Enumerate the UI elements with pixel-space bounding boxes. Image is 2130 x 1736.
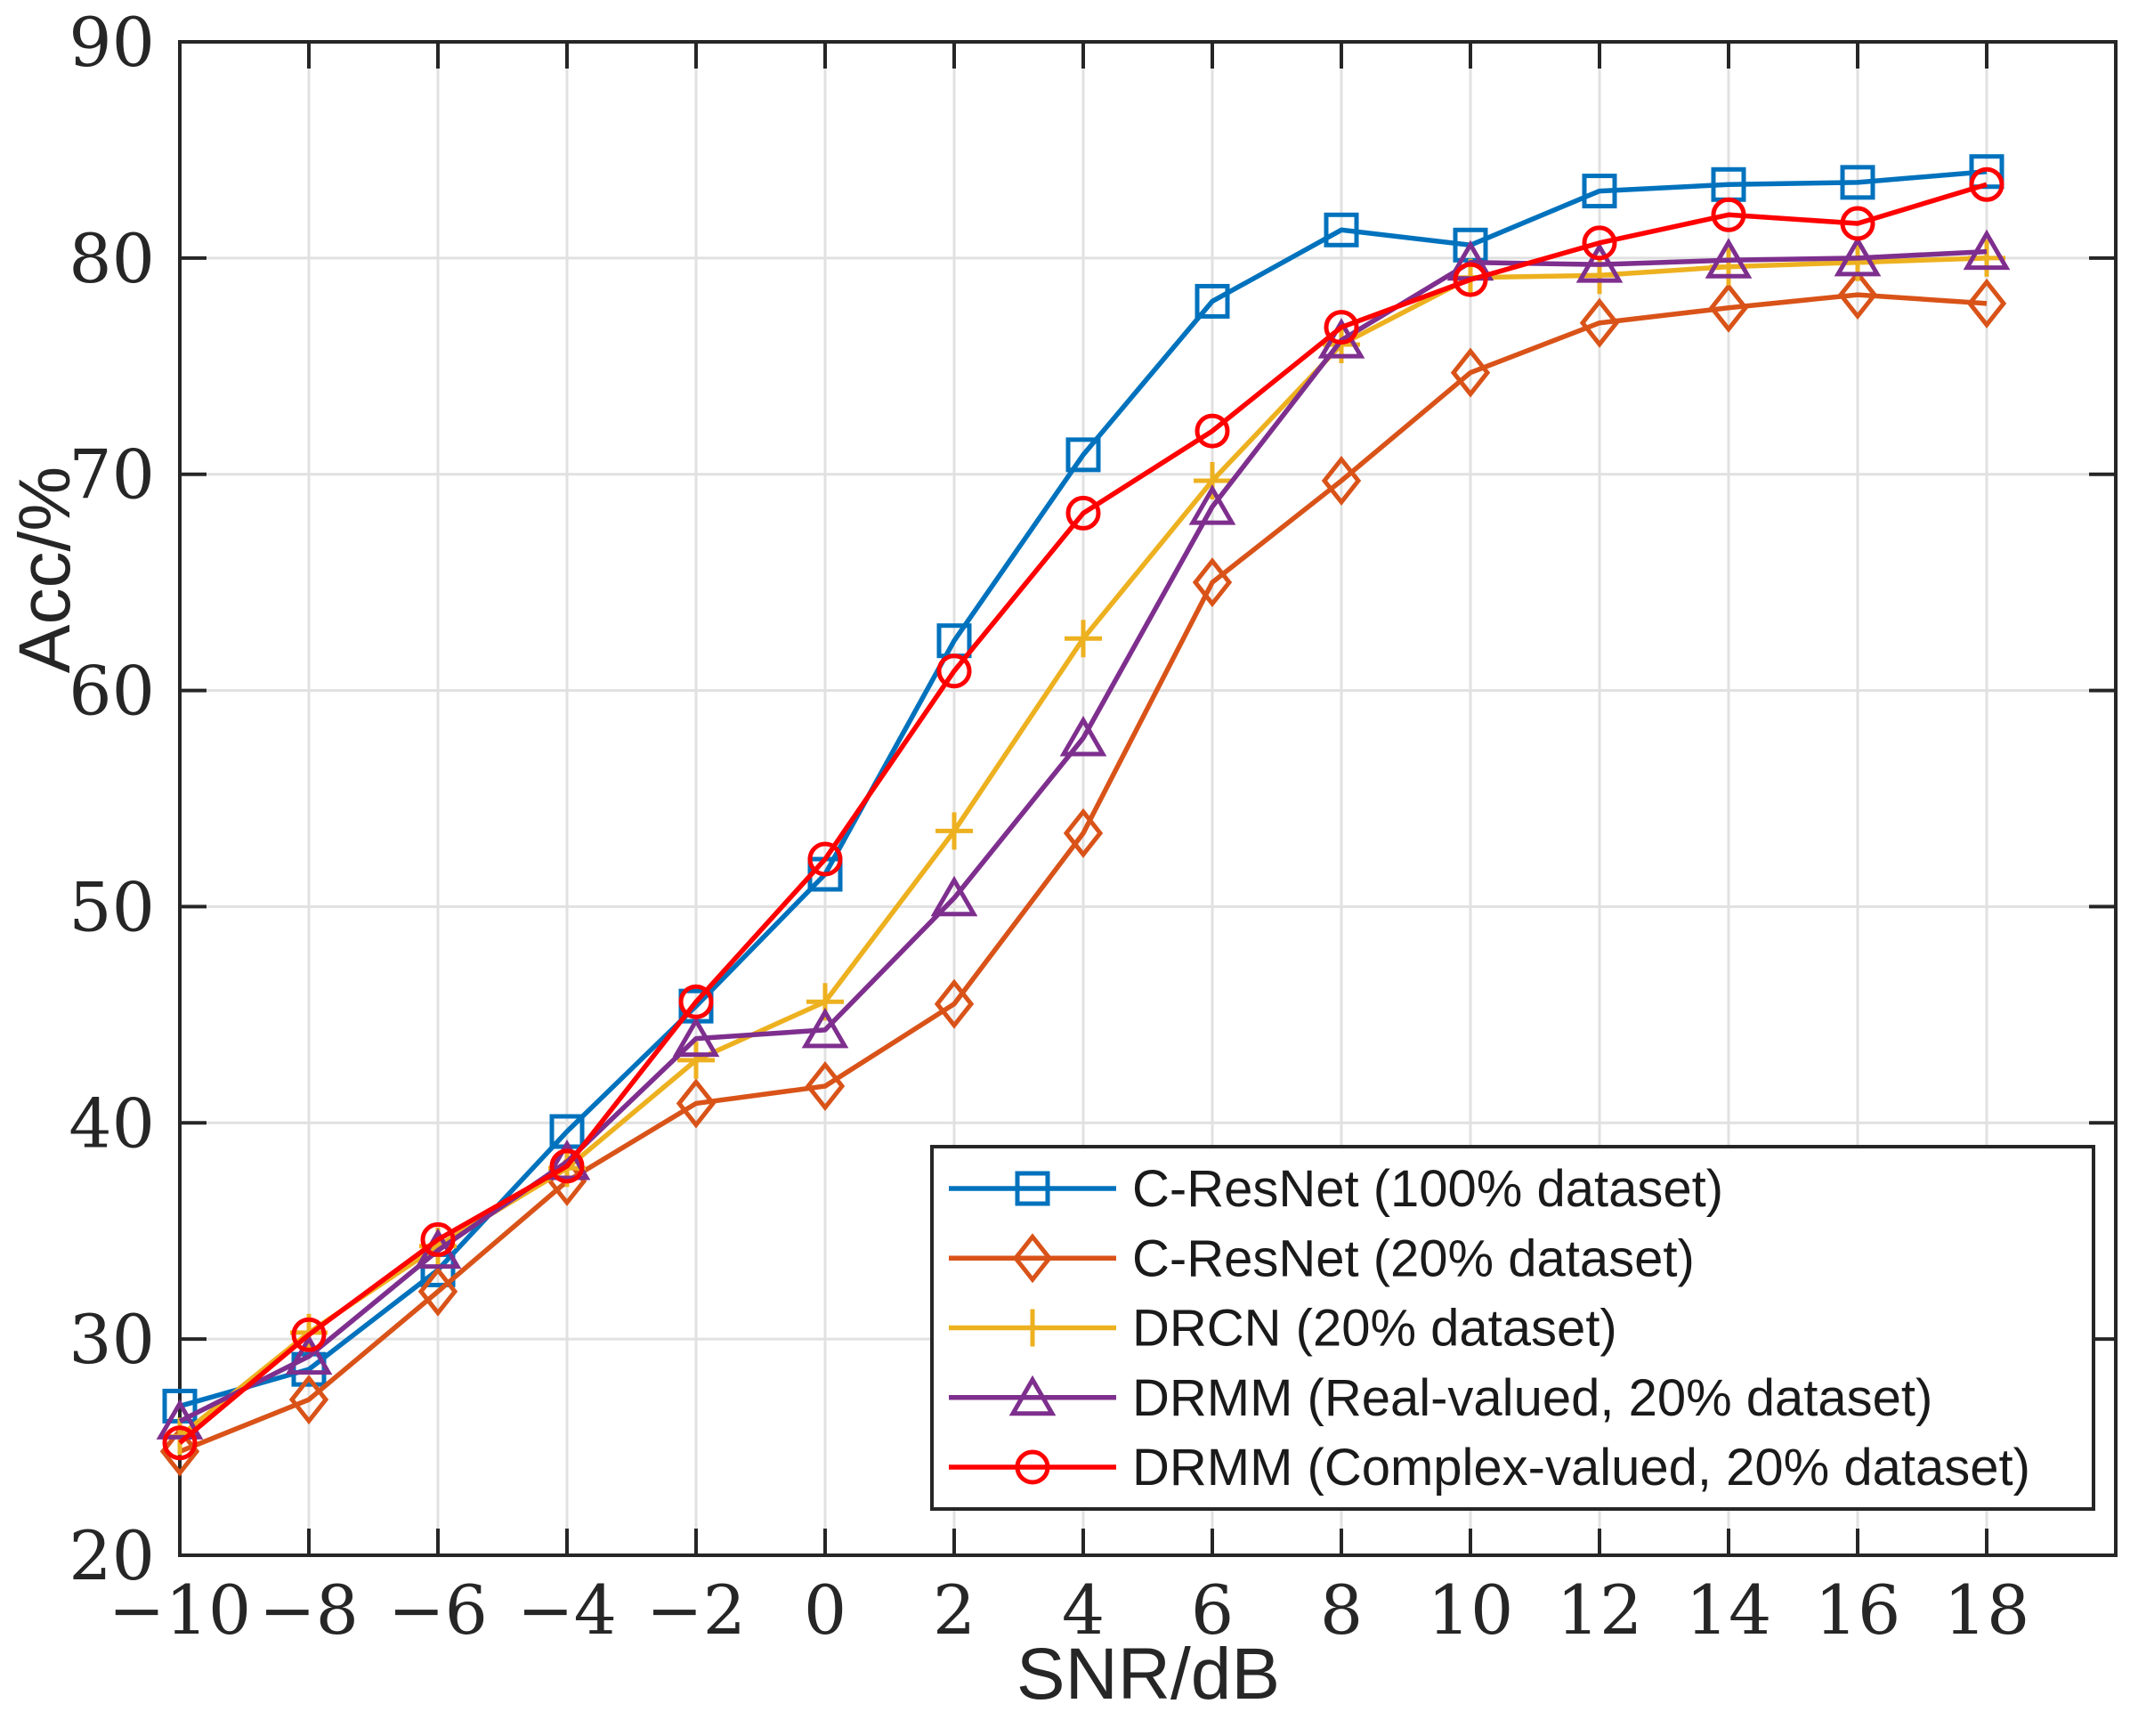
- plot-border: [178, 40, 2118, 1557]
- circle-marker-icon: [1015, 1449, 1050, 1485]
- x-tick-label: 14: [1686, 1570, 1772, 1650]
- legend-entry: C-ResNet (100% dataset): [949, 1160, 1723, 1218]
- x-tick-label: 6: [1191, 1570, 1234, 1650]
- legend-entry: C-ResNet (20% dataset): [949, 1229, 1695, 1287]
- circle-marker-icon: [1453, 262, 1488, 297]
- circle-marker-icon: [1840, 206, 1875, 241]
- triangle-marker-icon: [285, 1334, 333, 1375]
- x-tick-label: 18: [1944, 1570, 2030, 1650]
- circle-marker-icon: [936, 653, 972, 689]
- x-tick-label: −6: [388, 1570, 488, 1650]
- diamond-marker-icon: [1966, 278, 2007, 329]
- diamond-marker-icon: [1450, 347, 1491, 398]
- series-line: [178, 248, 1988, 1424]
- diamond-marker-icon: [1837, 270, 1878, 320]
- diamond-marker-icon: [159, 1426, 200, 1477]
- y-tick-label: 80: [69, 219, 155, 298]
- diamond-marker-icon: [1579, 297, 1620, 348]
- triangle-marker-icon: [801, 1007, 849, 1049]
- square-marker-icon: [1324, 212, 1359, 247]
- diamond-marker-icon: [934, 978, 975, 1029]
- triangle-marker-icon: [1834, 235, 1882, 277]
- diamond-marker-icon: [1063, 807, 1104, 858]
- circle-marker-icon: [1969, 166, 2004, 202]
- legend-box: [930, 1145, 2095, 1511]
- triangle-marker-icon: [930, 875, 978, 917]
- circle-marker-icon: [1195, 413, 1230, 449]
- square-marker-icon: [1065, 437, 1101, 473]
- x-tick-label: 16: [1815, 1570, 1901, 1650]
- diamond-marker-icon: [417, 1266, 458, 1317]
- x-tick-label: 8: [1320, 1570, 1363, 1650]
- triangle-marker-icon: [1963, 229, 2011, 271]
- triangle-marker-icon: [543, 1140, 591, 1180]
- triangle-marker-icon: [1008, 1375, 1057, 1416]
- diamond-marker-icon: [1708, 282, 1749, 333]
- y-tick-label: 60: [69, 652, 155, 731]
- series-line: [178, 182, 1988, 1445]
- x-axis-label: SNR/dB: [1016, 1634, 1280, 1715]
- y-tick-label: 90: [69, 3, 155, 82]
- diamond-marker-icon: [1321, 455, 1362, 507]
- circle-marker-icon: [1582, 225, 1617, 261]
- circle-marker-icon: [549, 1148, 585, 1184]
- x-tick-label: −8: [259, 1570, 359, 1650]
- square-marker-icon: [1582, 174, 1617, 209]
- data-series: [156, 154, 2011, 1477]
- circle-marker-icon: [162, 1425, 198, 1461]
- series-line: [178, 292, 1988, 1454]
- triangle-marker-icon: [1059, 716, 1107, 757]
- x-tick-label: 4: [1062, 1570, 1105, 1650]
- legend-entry-label: DRCN (20% dataset): [1132, 1300, 1617, 1358]
- x-tick-label: −4: [517, 1570, 617, 1650]
- circle-marker-icon: [291, 1317, 327, 1352]
- x-tick-label: 12: [1557, 1570, 1643, 1650]
- x-tick-label: 10: [1428, 1570, 1514, 1650]
- legend-entry-label: DRMM (Real-valued, 20% dataset): [1132, 1369, 1932, 1427]
- diamond-marker-icon: [288, 1375, 329, 1425]
- circle-marker-icon: [1711, 197, 1746, 232]
- legend-entry-label: DRMM (Complex-valued, 20% dataset): [1132, 1439, 2030, 1497]
- circle-marker-icon: [420, 1221, 456, 1257]
- x-tick-label: 0: [804, 1570, 846, 1650]
- circle-marker-icon: [1065, 495, 1101, 531]
- legend-entry: DRMM (Real-valued, 20% dataset): [949, 1369, 1932, 1427]
- square-marker-icon: [1015, 1171, 1050, 1206]
- x-tick-label: −10: [109, 1570, 251, 1650]
- diamond-marker-icon: [1192, 557, 1233, 608]
- triangle-marker-icon: [1705, 238, 1753, 279]
- y-tick-labels: 20 30 40 50 60 70 80 90: [69, 3, 155, 1595]
- series-drmm-complex-valued-20-dataset: [162, 166, 2004, 1461]
- legend-entry: DRCN (20% dataset): [949, 1300, 1617, 1358]
- circle-marker-icon: [807, 841, 843, 877]
- x-tick-label: 2: [933, 1570, 976, 1650]
- axes-box: [178, 40, 2118, 1557]
- diamond-marker-icon: [1012, 1233, 1053, 1284]
- y-tick-label: 50: [69, 867, 155, 946]
- triangle-marker-icon: [1188, 484, 1236, 525]
- y-tick-label: 70: [69, 435, 155, 515]
- triangle-marker-icon: [1575, 242, 1624, 283]
- x-tick-label: −2: [646, 1570, 746, 1650]
- diamond-marker-icon: [805, 1060, 846, 1112]
- circle-marker-icon: [678, 984, 714, 1019]
- square-marker-icon: [1195, 283, 1230, 319]
- legend-entry: DRMM (Complex-valued, 20% dataset): [949, 1439, 2030, 1497]
- legend-entry-label: C-ResNet (100% dataset): [1132, 1160, 1723, 1218]
- triangle-marker-icon: [156, 1399, 204, 1440]
- circle-marker-icon: [1324, 310, 1359, 345]
- triangle-marker-icon: [672, 1016, 720, 1058]
- legend-entry-label: C-ResNet (20% dataset): [1132, 1229, 1695, 1287]
- y-tick-label: 20: [69, 1516, 155, 1595]
- x-tick-labels: −10 −8 −6 −4 −2 0 2 4 6 8 10 12 14 16 18: [109, 1570, 2030, 1650]
- legend: C-ResNet (100% dataset) C-ResNet (20% dat…: [930, 1145, 2095, 1511]
- y-tick-label: 40: [69, 1083, 155, 1163]
- y-axis-label: Acc/%: [4, 466, 85, 673]
- diamond-marker-icon: [676, 1078, 717, 1129]
- square-marker-icon: [1840, 165, 1875, 200]
- y-tick-label: 30: [69, 1300, 155, 1379]
